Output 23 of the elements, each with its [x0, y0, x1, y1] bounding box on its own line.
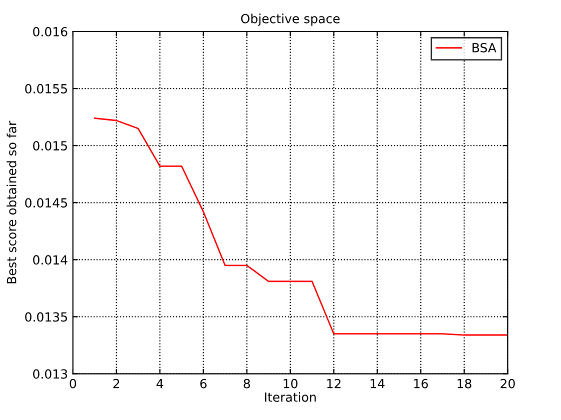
- y-tick-label: 0.014: [33, 255, 68, 265]
- x-tick-label: 0: [70, 378, 76, 388]
- x-tick-label: 4: [156, 379, 164, 388]
- y-tick-label: 0.0145: [25, 198, 67, 208]
- x-axis-title: Iteration: [265, 392, 316, 402]
- x-tick-label: 6: [200, 378, 207, 388]
- x-tick-label: 10: [284, 378, 298, 388]
- x-tick-label: 14: [370, 379, 385, 388]
- y-tick-label: 0.0155: [25, 84, 67, 94]
- y-tick-label: 0.013: [33, 369, 68, 379]
- x-tick-label: 18: [458, 378, 472, 388]
- x-tick-label: 20: [500, 378, 515, 388]
- x-tick-label: 8: [244, 378, 250, 388]
- y-axis-title: Best score obtained so far: [6, 120, 16, 284]
- y-tick-label: 0.016: [33, 26, 68, 36]
- y-tick-label: 0.0135: [25, 312, 67, 322]
- x-tick-label: 16: [414, 378, 428, 388]
- chart-title: Objective space: [241, 14, 340, 26]
- x-tick-label: 2: [113, 378, 120, 388]
- x-tick-label: 12: [327, 378, 340, 388]
- legend-label: BSA: [472, 42, 496, 52]
- y-tick-label: 0.015: [33, 141, 67, 151]
- line-series: [94, 118, 508, 336]
